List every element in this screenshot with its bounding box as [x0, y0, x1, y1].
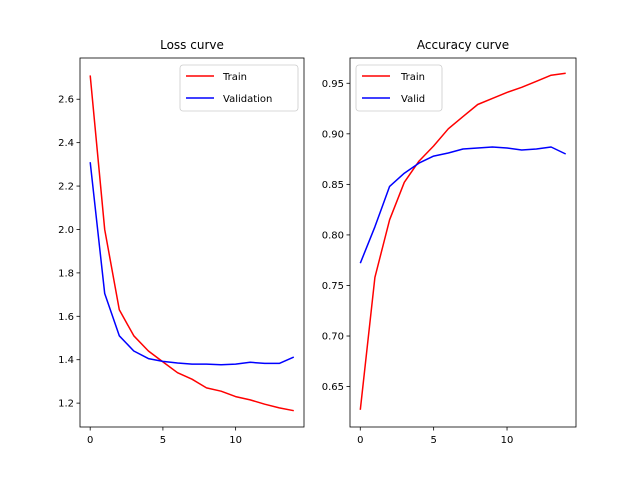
- accuracy-chart-title: Accuracy curve: [417, 38, 509, 52]
- loss-ytick-label: 1.4: [58, 355, 74, 366]
- loss-lines: [89, 75, 295, 412]
- loss-validation-line: [89, 162, 295, 366]
- accuracy-ytick-label: 0.95: [322, 79, 344, 90]
- accuracy-ytick-label: 0.75: [322, 281, 344, 292]
- accuracy-ticks: 0 5 10 0.65 0.70 0.75 0.80 0.85 0.90 0.95: [322, 79, 514, 446]
- accuracy-legend-box: [355, 64, 443, 112]
- loss-legend-validation-label: Validation: [223, 94, 272, 105]
- loss-xtick-label: 0: [87, 435, 93, 446]
- loss-ytick-label: 2.2: [58, 182, 74, 193]
- accuracy-ytick-label: 0.80: [322, 230, 344, 241]
- accuracy-xtick-label: 10: [501, 435, 514, 446]
- accuracy-axes-frame: [349, 57, 577, 428]
- loss-ytick-label: 2.0: [58, 225, 74, 236]
- accuracy-subplot: Accuracy curve 0 5 100.650.700.750.800.850…: [322, 38, 577, 446]
- loss-subplot: Loss curve 0 5 101.21.41.61.82.02.22.42.6 …: [58, 38, 305, 446]
- loss-ytick-label: 1.2: [58, 399, 74, 410]
- accuracy-ytick-label: 0.85: [322, 180, 344, 191]
- loss-train-line: [89, 75, 294, 412]
- loss-legend: Train Validation: [179, 64, 299, 112]
- loss-ytick-label: 2.6: [58, 95, 74, 106]
- loss-chart-title: Loss curve: [160, 38, 224, 52]
- loss-ytick-label: 2.4: [58, 138, 74, 149]
- loss-xtick-label: 10: [229, 435, 242, 446]
- accuracy-legend: Train Valid: [355, 64, 443, 112]
- accuracy-ytick-label: 0.90: [322, 129, 344, 140]
- accuracy-legend-train-label: Train: [400, 72, 425, 83]
- accuracy-lines: [359, 72, 567, 410]
- loss-legend-train-label: Train: [222, 72, 247, 83]
- accuracy-valid-line: [359, 146, 567, 264]
- accuracy-ytick-label: 0.65: [322, 382, 344, 393]
- loss-xtick-label: 5: [160, 435, 166, 446]
- accuracy-train-line: [359, 72, 566, 410]
- accuracy-ytick-label: 0.70: [322, 332, 344, 343]
- accuracy-legend-valid-label: Valid: [401, 94, 425, 105]
- accuracy-xtick-label: 5: [430, 435, 436, 446]
- loss-ticks: 0 5 10 1.2 1.4 1.6 1.8 2.0 2.2 2.4 2.6: [58, 95, 242, 446]
- loss-axes-frame: [79, 57, 305, 428]
- accuracy-xtick-label: 0: [357, 435, 363, 446]
- loss-ytick-label: 1.8: [58, 268, 74, 279]
- loss-ytick-label: 1.6: [58, 312, 74, 323]
